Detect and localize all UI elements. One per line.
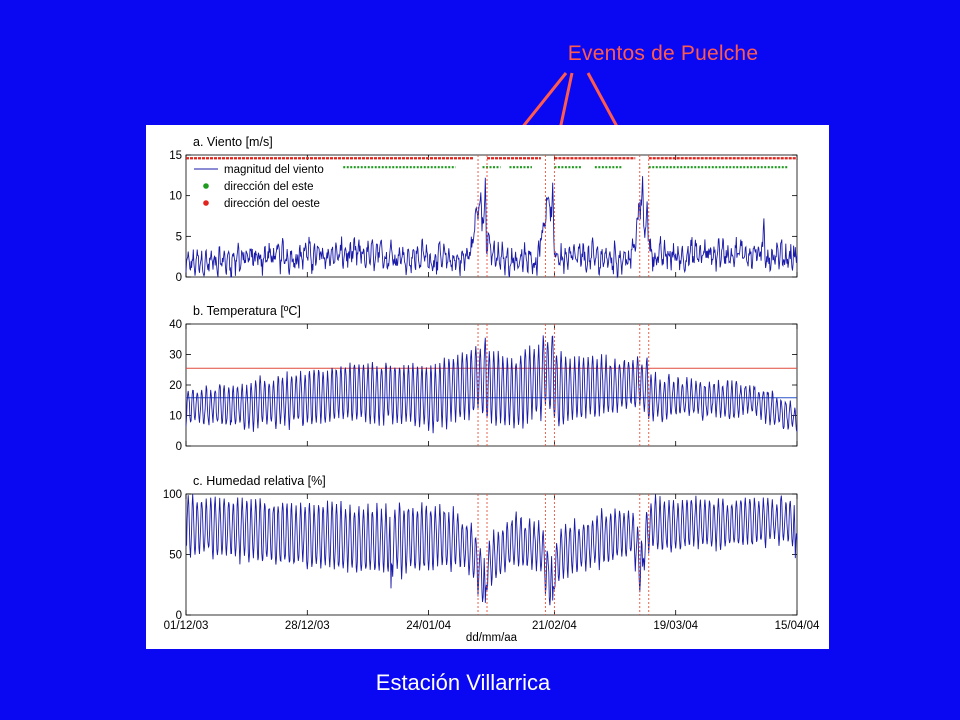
x-tick-label: 28/12/03: [285, 620, 330, 632]
x-tick-label: 01/12/03: [164, 620, 209, 632]
legend-label: magnitud del viento: [224, 164, 324, 176]
y-tick-label: 5: [176, 231, 182, 243]
legend-box: [190, 163, 338, 225]
x-tick-label: 15/04/04: [775, 620, 820, 632]
y-tick-label: 20: [169, 380, 182, 392]
legend-label: dirección del oeste: [224, 198, 320, 210]
series-line: [185, 176, 798, 279]
x-tick-label: 24/01/04: [406, 620, 451, 632]
y-tick-label: 10: [169, 411, 182, 423]
y-tick-label: 10: [169, 191, 182, 203]
y-tick-label: 100: [163, 489, 182, 501]
panel-title: b. Temperatura [ºC]: [193, 304, 301, 318]
panel-temperatura: b. Temperatura [ºC] 0 10 20 30 40: [169, 304, 798, 453]
y-tick-label: 50: [169, 550, 182, 562]
y-tick-label: 30: [169, 350, 182, 362]
y-tick-label: 15: [169, 150, 182, 162]
panel-title: a. Viento [m/s]: [193, 135, 273, 149]
x-tick-label: 21/02/04: [532, 620, 577, 632]
legend-label: dirección del este: [224, 181, 314, 193]
x-tick-label: 19/03/04: [653, 620, 698, 632]
legend: magnitud del viento dirección del este dir…: [190, 163, 338, 225]
legend-west-symbol: [203, 200, 209, 206]
y-tick-label: 0: [176, 272, 182, 284]
series-line: [185, 335, 798, 434]
y-tick-label: 0: [176, 610, 182, 622]
figure-panel: a. Viento [m/s] 0 5 10 15 magnitud del viento…: [146, 125, 829, 649]
puelche-events-label: Eventos de Puelche: [567, 42, 759, 65]
panel-viento: a. Viento [m/s] 0 5 10 15 magnitud del viento…: [169, 135, 798, 284]
x-axis-label: dd/mm/aa: [466, 632, 518, 644]
time-series-figure: a. Viento [m/s] 0 5 10 15 magnitud del viento…: [163, 135, 820, 644]
y-tick-label: 40: [169, 319, 182, 331]
panel-title: c. Humedad relativa [%]: [193, 474, 326, 488]
station-title: Estación Villarrica: [375, 670, 551, 695]
series-line: [185, 493, 798, 606]
y-tick-label: 0: [176, 441, 182, 453]
legend-east-symbol: [203, 183, 209, 189]
panel-humedad: c. Humedad relativa [%] 0 50 100: [163, 474, 798, 622]
